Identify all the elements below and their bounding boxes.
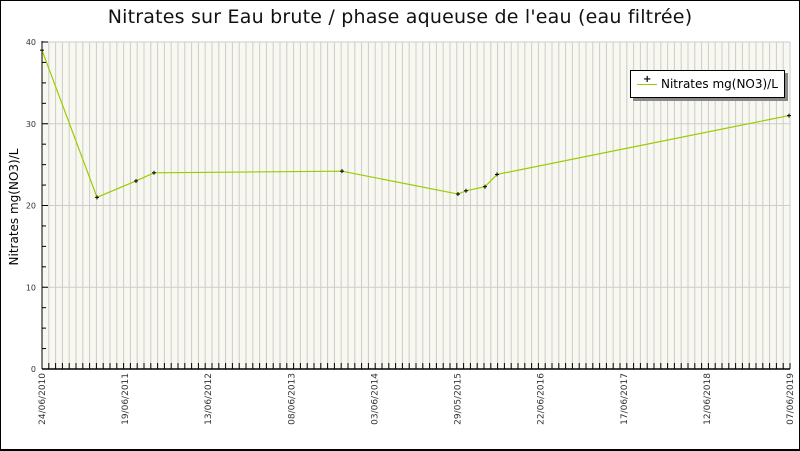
x-tick-label: 13/06/2012 <box>204 373 214 425</box>
x-tick-label: 19/06/2011 <box>121 373 131 425</box>
series-line <box>41 49 790 199</box>
x-tick-label: 22/06/2016 <box>537 373 547 425</box>
x-tick-label: 24/06/2010 <box>38 373 48 425</box>
y-tick-label: 0 <box>31 365 36 374</box>
legend-line-marker-icon <box>635 74 659 91</box>
x-tick-label: 07/06/2019 <box>786 373 796 425</box>
x-tick-label: 29/05/2015 <box>454 373 464 425</box>
x-tick-label: 17/06/2017 <box>620 373 630 425</box>
legend-label: Nitrates mg(NO3)/L <box>661 77 778 91</box>
x-tick-label: 03/06/2014 <box>370 373 380 425</box>
chart-title: Nitrates sur Eau brute / phase aqueuse d… <box>107 6 693 28</box>
legend: Nitrates mg(NO3)/L <box>630 70 785 98</box>
y-tick-label: 20 <box>26 202 36 211</box>
x-tick-label: 12/06/2018 <box>703 373 713 425</box>
y-tick-label: 40 <box>26 38 36 47</box>
y-tick-label: 30 <box>26 120 36 129</box>
y-tick-label: 10 <box>26 283 36 292</box>
x-tick-label: 08/06/2013 <box>287 373 297 425</box>
